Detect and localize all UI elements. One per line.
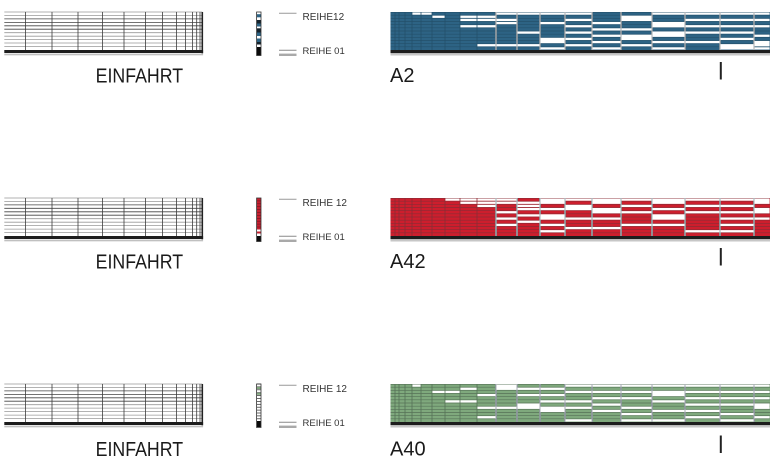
svg-text:REIHE12: REIHE12 [303,12,345,23]
svg-text:A40: A40 [390,439,426,461]
svg-text:EINFAHRT: EINFAHRT [96,439,184,460]
svg-text:EINFAHRT: EINFAHRT [96,66,184,88]
svg-text:A2: A2 [390,65,414,87]
svg-text:REIHE 01: REIHE 01 [303,418,345,429]
svg-text:EINFAHRT: EINFAHRT [96,252,184,274]
svg-text:REIHE 01: REIHE 01 [303,46,345,57]
svg-text:REIHE 01: REIHE 01 [303,232,345,243]
svg-text:REIHE 12: REIHE 12 [303,384,348,395]
svg-text:A42: A42 [390,251,426,273]
svg-text:REIHE 12: REIHE 12 [303,198,348,209]
